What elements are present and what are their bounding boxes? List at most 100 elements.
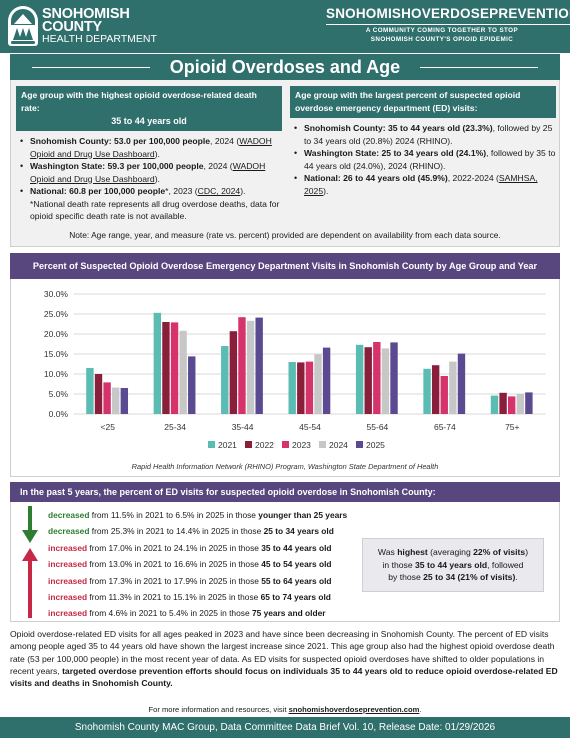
bar-2021-55-64 — [355, 344, 364, 414]
ed-visits-column: Age group with the largest percent of su… — [290, 86, 556, 197]
x-tick-label: 35-44 — [232, 422, 254, 432]
bar-2023-35-44 — [238, 317, 246, 414]
death-rate-heading-value: 35 to 44 years old — [111, 116, 187, 126]
death-rate-heading: Age group with the highest opioid overdo… — [16, 86, 282, 131]
bar-2024-<25 — [112, 387, 120, 414]
death-rate-list: Snohomish County: 53.0 per 100,000 peopl… — [16, 135, 282, 198]
bar-2024-25-34 — [179, 330, 187, 414]
trend-row: decreased from 25.3% in 2021 to 14.4% in… — [48, 526, 334, 537]
footer-bar: Snohomish County MAC Group, Data Committ… — [0, 717, 570, 738]
trends-heading: In the past 5 years, the percent of ED v… — [10, 482, 560, 502]
legend-label: 2021 — [218, 440, 237, 450]
trend-row: increased from 17.0% in 2021 to 24.1% in… — [48, 542, 332, 553]
brand-title: SNOHOMISHOVERDOSEPREVENTION — [326, 6, 570, 25]
ed-visits-heading: Age group with the largest percent of su… — [290, 86, 556, 118]
header-bar: SNOHOMISH COUNTY HEALTH DEPARTMENT SNOHO… — [0, 0, 570, 53]
legend-swatch-2022 — [245, 441, 252, 448]
cdc-link[interactable]: CDC, 2024 — [197, 186, 241, 196]
legend-label: 2022 — [255, 440, 274, 450]
bar-2023-25-34 — [170, 322, 179, 414]
website-link[interactable]: snohomishoverdoseprevention.com — [288, 705, 420, 714]
bar-2021-75+ — [490, 395, 499, 414]
x-tick-label: <25 — [101, 422, 116, 432]
bar-2022-45-54 — [297, 362, 305, 414]
bar-2024-75+ — [516, 394, 524, 414]
logo-text-county: COUNTY — [42, 19, 103, 35]
death-rate-column: Age group with the highest opioid overdo… — [16, 86, 282, 223]
availability-note: Note: Age range, year, and measure (rate… — [69, 230, 501, 240]
bar-2022-35-44 — [229, 331, 238, 414]
bar-2022-55-64 — [364, 347, 372, 414]
x-tick-label: 25-34 — [164, 422, 186, 432]
bar-2024-45-54 — [314, 354, 322, 414]
legend-swatch-2024 — [319, 441, 326, 448]
bar-2025-75+ — [525, 392, 533, 414]
bar-2024-65-74 — [449, 361, 457, 414]
bar-2025-65-74 — [457, 353, 466, 414]
mountain-logo-icon — [8, 6, 38, 46]
bar-2022-65-74 — [431, 365, 440, 414]
increase-arrow-icon — [22, 548, 38, 618]
page-title-bar: Opioid Overdoses and Age — [10, 54, 560, 80]
legend-swatch-2023 — [282, 441, 289, 448]
bar-2023-<25 — [103, 382, 111, 414]
bar-2025-55-64 — [390, 342, 398, 414]
x-tick-label: 75+ — [505, 422, 519, 432]
ed-visits-list: Snohomish County: 35 to 44 years old (23… — [290, 122, 556, 197]
bar-2022-75+ — [499, 392, 507, 414]
list-item: National: 26 to 44 years old (45.9%), 20… — [290, 172, 556, 197]
y-tick-label: 0.0% — [49, 409, 69, 419]
trend-row: increased from 11.3% in 2021 to 15.1% in… — [48, 592, 331, 603]
list-item: Snohomish County: 35 to 44 years old (23… — [290, 122, 556, 147]
y-tick-label: 10.0% — [44, 369, 69, 379]
bar-2025-25-34 — [188, 356, 196, 414]
list-item: Snohomish County: 53.0 per 100,000 peopl… — [16, 135, 282, 160]
wadoh-dashboard-link[interactable]: WADOH Opioid and Drug Use Dashboard — [30, 136, 272, 159]
decrease-arrow-icon — [22, 506, 38, 543]
trend-row: increased from 17.3% in 2021 to 17.9% in… — [48, 575, 332, 586]
more-info-line: For more information and resources, visi… — [148, 705, 422, 714]
y-tick-label: 25.0% — [44, 309, 69, 319]
county-logo[interactable]: SNOHOMISH COUNTY HEALTH DEPARTMENT — [8, 5, 157, 47]
x-tick-label: 55-64 — [367, 422, 389, 432]
bar-2021-65-74 — [423, 368, 431, 414]
brand-tagline-2: SNOHOMISH COUNTY'S OPIOID EPIDEMIC — [370, 35, 514, 43]
bar-2025-<25 — [120, 388, 129, 414]
legend-label: 2024 — [329, 440, 348, 450]
national-rate-footnote: *National death rate represents all drug… — [30, 198, 280, 222]
bar-2022-<25 — [94, 374, 103, 414]
samhsa-link[interactable]: SAMHSA, 2025 — [304, 173, 538, 196]
brand-tagline-1: A COMMUNITY COMING TOGETHER TO STOP — [365, 27, 519, 34]
trend-list: decreased from 11.5% in 2021 to 6.5% in … — [48, 507, 378, 622]
legend-label: 2025 — [366, 440, 385, 450]
bar-2021-<25 — [86, 368, 94, 414]
death-rate-heading-text: Age group with the highest opioid overdo… — [21, 90, 257, 113]
bar-2025-45-54 — [322, 347, 331, 414]
logo-text-health-department: HEALTH DEPARTMENT — [42, 33, 157, 45]
bar-2024-55-64 — [381, 348, 390, 414]
trend-row: increased from 13.0% in 2021 to 16.6% in… — [48, 559, 332, 570]
wadoh-dashboard-link[interactable]: WADOH Opioid and Drug Use Dashboard — [30, 161, 266, 184]
trend-row: decreased from 11.5% in 2021 to 6.5% in … — [48, 510, 348, 520]
bar-2025-35-44 — [255, 317, 263, 414]
x-tick-label: 65-74 — [434, 422, 456, 432]
x-tick-label: 45-54 — [299, 422, 321, 432]
list-item: Washington State: 59.3 per 100,000 peopl… — [16, 160, 282, 185]
bar-2021-45-54 — [288, 362, 296, 414]
bar-2023-55-64 — [373, 342, 381, 414]
chart-source: Rapid Health Information Network (RHINO)… — [131, 462, 439, 471]
conclusion-paragraph: Opioid overdose-related ED visits for al… — [10, 629, 558, 689]
legend-swatch-2025 — [356, 441, 363, 448]
list-item: National: 60.8 per 100,000 people*, 2023… — [16, 185, 282, 198]
trend-row: increased from 4.6% in 2021 to 5.4% in 2… — [48, 608, 326, 619]
bar-2024-35-44 — [246, 320, 255, 414]
bar-2023-45-54 — [305, 361, 314, 414]
y-tick-label: 5.0% — [49, 389, 69, 399]
legend-label: 2023 — [292, 440, 311, 450]
legend-swatch-2021 — [208, 441, 215, 448]
page-title: Opioid Overdoses and Age — [157, 57, 413, 77]
chart-title: Percent of Suspected Opioid Overdose Eme… — [10, 253, 560, 279]
bar-2023-75+ — [507, 396, 516, 414]
y-tick-label: 20.0% — [44, 329, 69, 339]
y-tick-label: 30.0% — [44, 289, 69, 299]
